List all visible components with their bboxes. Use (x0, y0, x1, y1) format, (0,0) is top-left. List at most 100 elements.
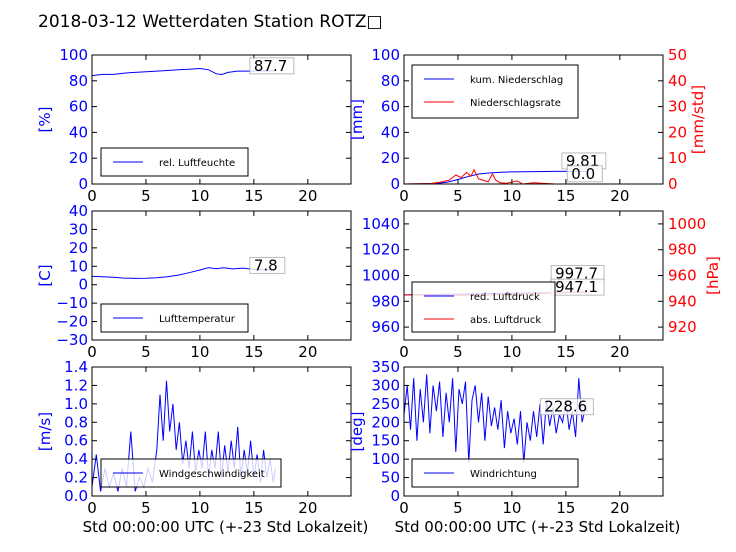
y-tick-label: 80 (381, 72, 400, 90)
legend-label: red. Luftdruck (470, 292, 540, 303)
y-tick-label: 40 (69, 202, 88, 220)
x-tick-label: 5 (453, 187, 463, 205)
annotation-label: 0.0 (571, 165, 595, 183)
y-tick-label: 1040 (362, 215, 400, 233)
plot-frame (91, 366, 352, 497)
annotation-label: 7.8 (254, 256, 278, 274)
legend-box (411, 64, 579, 119)
y-axis-label: [%] (36, 107, 54, 133)
series-line-1 (92, 267, 276, 279)
y-tick-label: 1.2 (64, 376, 88, 394)
annotation-box (249, 57, 295, 75)
series-line-1 (404, 170, 588, 184)
legend: red. Luftdruck abs. Luftdruck (411, 281, 556, 333)
series-group (404, 374, 588, 463)
x-tick-label: 0 (399, 187, 409, 205)
y-tick-right-label: 10 (668, 149, 687, 167)
y-tick-label: 1000 (362, 267, 400, 285)
annotation-box (539, 398, 594, 416)
series-group (92, 67, 276, 77)
x-tick-label: 10 (190, 499, 209, 517)
x-tick-label: 20 (298, 187, 317, 205)
y-axis-right-label: [hPa] (704, 256, 722, 295)
plot-frame (91, 54, 352, 185)
y-tick-right-label: 30 (668, 98, 687, 116)
y-tick-label: 10 (69, 257, 88, 275)
y-tick-right-label: 50 (668, 46, 687, 64)
legend-label: kum. Niederschlag (470, 75, 563, 86)
plot-frame (91, 210, 352, 341)
y-tick-right-label: 980 (668, 241, 697, 259)
y-tick-label: −10 (56, 294, 88, 312)
legend-box (411, 281, 556, 333)
series-line-2 (404, 168, 588, 184)
y-tick-label: 980 (371, 292, 400, 310)
x-tick-label: 5 (453, 499, 463, 517)
x-tick-label: 20 (298, 499, 317, 517)
x-tick-label: 10 (502, 187, 521, 205)
y-tick-label: −30 (56, 331, 88, 349)
y-tick-label: 0 (78, 276, 88, 294)
y-axis-label: [C] (36, 264, 54, 286)
x-tick-label: 5 (141, 343, 151, 361)
y-tick-label: 40 (381, 123, 400, 141)
x-tick-label: 15 (244, 187, 263, 205)
y-tick-label: 80 (69, 72, 88, 90)
y-tick-label: 300 (371, 376, 400, 394)
y-tick-label: 20 (69, 149, 88, 167)
y-tick-label: 0.0 (64, 487, 88, 505)
y-axis-label: [m/s] (36, 412, 54, 451)
y-tick-right-label: 920 (668, 318, 697, 336)
legend-label: Lufttemperatur (159, 314, 236, 325)
series-line-1 (404, 374, 588, 463)
annotation-label: 947.1 (555, 278, 598, 296)
plot-frame (403, 366, 664, 497)
y-tick-label: 100 (371, 46, 400, 64)
legend-label: abs. Luftdruck (470, 315, 541, 326)
x-tick-label: 0 (399, 343, 409, 361)
legend-label: rel. Luftfeuchte (159, 158, 235, 169)
x-tick-label: 10 (190, 343, 209, 361)
annotation-box (249, 256, 286, 274)
y-tick-label: 1.0 (64, 395, 88, 413)
x-tick-label: 10 (502, 343, 521, 361)
annotation-label: 997.7 (555, 264, 598, 282)
y-tick-label: 0 (390, 487, 400, 505)
chart-panel-1: 0 5 10 15 20 0 20 40 60 80 100 [%] 87.7 rel. Luftfeuc… (36, 46, 352, 205)
y-axis-label: [mm] (348, 99, 366, 140)
y-tick-right-label: 0 (668, 175, 678, 193)
y-tick-label: 0 (78, 175, 88, 193)
x-tick-label: 15 (556, 187, 575, 205)
annotation-box (566, 165, 603, 183)
x-tick-label: 0 (399, 499, 409, 517)
x-tick-label: 15 (556, 499, 575, 517)
figure-title: 2018-03-12 Wetterdaten Station ROTZ□ (38, 12, 383, 32)
y-axis-right-label: [mm/std] (689, 85, 707, 154)
y-tick-right-label: 960 (668, 267, 697, 285)
annotation-label: 228.6 (544, 398, 587, 416)
x-tick-label: 20 (610, 343, 629, 361)
chart-panel-2: 0 5 10 15 20 0 20 40 60 80 100 0 10 20 30 40 50 [mm] [mm/s… (348, 46, 707, 205)
x-tick-label: 20 (298, 343, 317, 361)
legend-label: Windgeschwindigkeit (159, 469, 265, 480)
y-tick-label: −20 (56, 313, 88, 331)
series-group (92, 267, 276, 279)
y-tick-label: 20 (69, 239, 88, 257)
annotation-label: 87.7 (254, 57, 287, 75)
legend-label: Niederschlagsrate (470, 98, 561, 109)
y-tick-label: 1020 (362, 241, 400, 259)
x-tick-label: 5 (141, 187, 151, 205)
chart-panel-4: 0 5 10 15 20 960 980 1000 1020 1040 920 940 960 980 10… (362, 210, 722, 361)
x-tick-label: 0 (87, 187, 97, 205)
y-tick-label: 30 (69, 220, 88, 238)
series-line-1 (92, 67, 276, 77)
y-tick-label: 200 (371, 413, 400, 431)
y-tick-right-label: 1000 (668, 215, 706, 233)
x-tick-label: 15 (244, 343, 263, 361)
legend: Windrichtung (411, 458, 579, 488)
y-tick-label: 250 (371, 395, 400, 413)
legend-label: Windrichtung (470, 469, 537, 480)
x-tick-label: 5 (453, 343, 463, 361)
y-tick-label: 0.4 (64, 450, 88, 468)
